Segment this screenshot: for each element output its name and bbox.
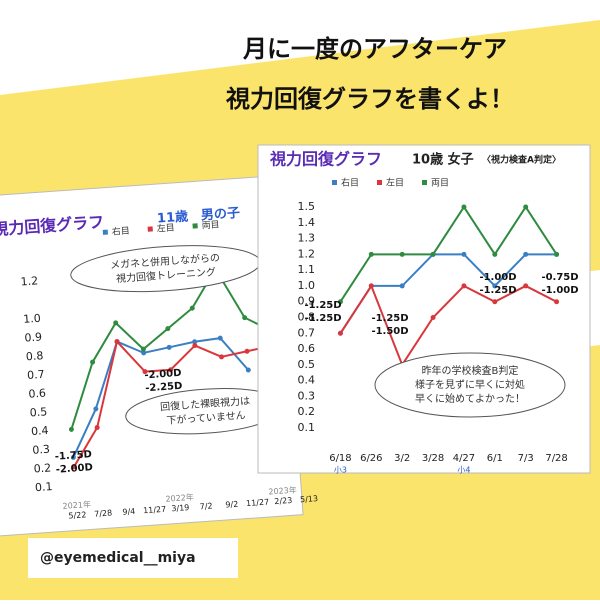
annotation: -1.00D <box>541 285 578 296</box>
x-tick-label: 4/27 <box>453 453 475 464</box>
point <box>338 331 343 336</box>
x-tick-label: 6/26 <box>360 453 382 464</box>
x-tick-label: 6/18 <box>329 453 351 464</box>
y-tick-label: 1.1 <box>298 263 316 276</box>
x-tick-label: 7/3 <box>518 453 534 464</box>
y-tick-label: 1.3 <box>298 232 316 245</box>
note-text: 様子を見ずに早くに対処 <box>415 378 525 391</box>
legend-swatch <box>377 180 382 185</box>
x-tick-label: 9/4 <box>122 507 135 517</box>
point <box>554 252 559 257</box>
y-tick-label: 0.5 <box>29 405 47 419</box>
x-tick-label: 7/28 <box>545 453 567 464</box>
y-tick-label: 1.4 <box>298 216 316 229</box>
chart: 視力回復グラフ 10歳 女子〈視力検査A判定〉 0.1 0.2 0.3 0.4 0.5 0.6… <box>258 145 590 475</box>
handle: @eyemedical__miya <box>40 550 196 566</box>
x-tick-label: 3/28 <box>422 453 444 464</box>
point <box>554 299 559 304</box>
x-sublabel: 小3 <box>334 466 347 475</box>
point <box>431 252 436 257</box>
point <box>523 283 528 288</box>
y-tick-label: 1.2 <box>298 247 316 260</box>
x-tick-label: 7/2 <box>199 501 212 511</box>
x-tick-label: 3/2 <box>394 453 410 464</box>
point <box>461 205 466 210</box>
x-tick-label: 7/28 <box>94 508 113 518</box>
y-tick-label: 1.2 <box>20 274 38 288</box>
legend-swatch <box>192 223 197 228</box>
x-tick-label: 2/23 <box>274 496 293 506</box>
x-tick-label: 5/22 <box>68 510 87 520</box>
legend-label: 両目 <box>201 219 220 231</box>
point <box>523 205 528 210</box>
legend-label: 右目 <box>341 177 359 189</box>
point <box>369 283 374 288</box>
point <box>523 252 528 257</box>
note-text: 早くに始めてよかった！ <box>415 392 525 405</box>
legend-swatch <box>332 180 337 185</box>
annotation: -1.25D <box>479 285 516 296</box>
y-tick-label: 0.7 <box>27 368 45 382</box>
legend-swatch <box>148 226 153 231</box>
legend-label: 両目 <box>431 178 449 189</box>
x-tick-label: 5/13 <box>300 494 319 504</box>
y-tick-label: 0.2 <box>298 405 316 418</box>
annotation: -1.25D <box>304 313 341 324</box>
x-sublabel: 小4 <box>457 466 470 475</box>
x-tick-label: 11/27 <box>246 497 270 508</box>
x-tick-label: 3/19 <box>171 503 190 513</box>
y-tick-label: 0.9 <box>24 330 42 344</box>
y-tick-label: 0.5 <box>298 358 316 371</box>
annotation: -1.00D <box>479 272 516 283</box>
point <box>461 283 466 288</box>
x-tick-label: 11/27 <box>143 505 167 516</box>
legend-swatch <box>103 230 108 235</box>
annotation: -0.75D <box>541 272 578 283</box>
annotation: -1.25D <box>304 300 341 311</box>
x-sublabel: 2023年 <box>268 485 297 497</box>
point <box>461 252 466 257</box>
chart-subtitle: 〈視力検査A判定〉 <box>482 154 561 166</box>
point <box>369 252 374 257</box>
point <box>400 283 405 288</box>
annotation: -1.50D <box>371 326 408 337</box>
y-tick-label: 1.0 <box>23 312 41 326</box>
point <box>492 299 497 304</box>
x-tick-label: 6/1 <box>487 453 503 464</box>
y-tick-label: 0.8 <box>25 349 43 363</box>
legend-label: 左目 <box>386 177 404 189</box>
y-tick-label: 0.2 <box>33 461 51 475</box>
y-tick-label: 0.6 <box>28 387 46 401</box>
y-tick-label: 0.3 <box>32 443 50 457</box>
x-sublabel: 2021年 <box>62 499 91 511</box>
point <box>400 252 405 257</box>
point <box>431 315 436 320</box>
x-sublabel: 2022年 <box>165 492 194 504</box>
y-tick-label: 0.4 <box>298 374 316 387</box>
header-line: 視力回復グラフを書くよ！ <box>225 85 514 113</box>
chart-subtitle: 10歳 女子 <box>412 152 474 168</box>
legend-swatch <box>422 180 427 185</box>
x-tick-label: 9/2 <box>225 500 238 510</box>
y-tick-label: 1.5 <box>298 200 316 213</box>
y-tick-label: 0.6 <box>298 342 316 355</box>
y-tick-label: 0.4 <box>31 424 49 438</box>
y-tick-label: 0.1 <box>298 421 316 434</box>
y-tick-label: 0.1 <box>35 480 53 494</box>
y-tick-label: 0.7 <box>298 326 316 339</box>
y-tick-label: 1.0 <box>298 279 316 292</box>
header-line: 月に一度のアフターケア <box>242 35 507 63</box>
annotation: -1.25D <box>371 313 408 324</box>
point <box>492 252 497 257</box>
chart-title: 視力回復グラフ <box>269 150 382 169</box>
note-text: 昨年の学校検査B判定 <box>422 364 519 377</box>
y-tick-label: 0.3 <box>298 389 316 402</box>
